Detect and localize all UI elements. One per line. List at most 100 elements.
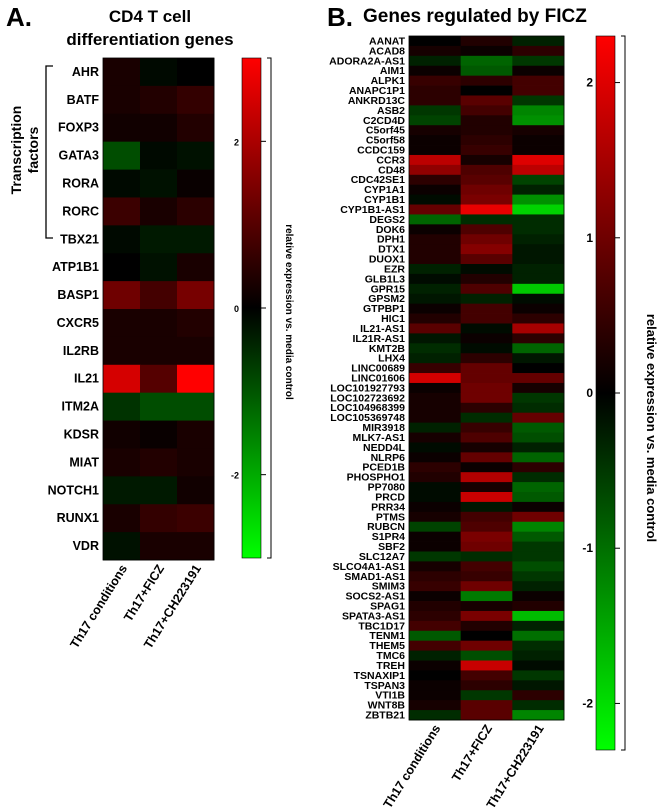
heatmap-cell [512, 710, 565, 721]
heatmap-cell [409, 273, 462, 285]
panel-a-letter: A. [6, 2, 32, 32]
heatmap-cell [409, 531, 462, 542]
heatmap-frame [408, 35, 565, 721]
row-label: CXCR5 [57, 316, 99, 330]
heatmap-cell [460, 670, 513, 681]
heatmap-cell [409, 422, 462, 433]
heatmap-cell [409, 234, 462, 245]
heatmap-cell [460, 492, 513, 503]
heatmap-cell [460, 204, 513, 215]
heatmap-cell [512, 462, 565, 473]
heatmap-cell [177, 336, 215, 366]
heatmap-cell [177, 309, 215, 338]
heatmap-cell [177, 58, 215, 87]
colorbar-tick-label: -2 [582, 696, 593, 710]
heatmap-cell [103, 253, 141, 282]
heatmap-cell [409, 452, 462, 463]
heatmap-cell [512, 293, 565, 305]
row-label: PRCD [375, 491, 405, 503]
heatmap-cell [103, 309, 141, 338]
row-label: SLC12A7 [359, 551, 405, 563]
heatmap-cell [140, 58, 178, 87]
heatmap-cell [460, 373, 513, 384]
row-label: RUBCN [367, 521, 405, 533]
row-label: ZBTB21 [365, 710, 405, 722]
colorbar-a-label: relative expression vs. media control [283, 224, 294, 400]
row-label: CYP1B1 [364, 194, 405, 206]
row-label: PRR34 [371, 501, 405, 513]
heatmap-cell [409, 680, 462, 691]
heatmap-cell [512, 561, 565, 572]
heatmap-cell [140, 392, 178, 421]
heatmap-cell [512, 204, 565, 215]
heatmap-cell [460, 620, 513, 632]
heatmap-cell [409, 224, 462, 235]
row-label: SPAG1 [370, 601, 405, 613]
heatmap-cell [512, 660, 565, 671]
heatmap-cell [140, 504, 178, 533]
row-label: BASP1 [57, 288, 99, 302]
heatmap-cell [512, 55, 565, 67]
heatmap-cell [512, 541, 565, 552]
heatmap-cell [409, 541, 462, 552]
heatmap-cell [460, 482, 513, 493]
heatmap-cell [409, 264, 462, 275]
row-label: NEDD4L [363, 442, 406, 454]
heatmap-cell [512, 333, 565, 344]
row-label: C5orf45 [366, 125, 405, 137]
heatmap-cell [460, 154, 513, 166]
heatmap-cell [512, 650, 565, 661]
heatmap-cell [512, 343, 565, 354]
heatmap-cell [460, 214, 513, 225]
heatmap-cell [512, 303, 565, 314]
heatmap-cell [460, 323, 513, 334]
row-label: CYP1B1-AS1 [340, 204, 405, 216]
heatmap-cell [512, 581, 565, 592]
heatmap-cell [512, 363, 565, 374]
heatmap-cell [512, 145, 565, 156]
heatmap-cell [103, 504, 141, 533]
row-label: DOK6 [376, 224, 405, 236]
heatmap-cell [512, 194, 565, 205]
transcription-factors-label: Transcription factors [8, 106, 41, 195]
row-label: FOXP3 [58, 121, 99, 135]
panel-b-title: Genes regulated by FICZ [363, 6, 587, 27]
heatmap-cell [103, 336, 141, 366]
column-label: Th17+FICZ [449, 722, 495, 784]
row-label: TENM1 [369, 630, 405, 642]
heatmap-cell [103, 448, 141, 477]
row-label: LOC105369748 [330, 412, 405, 424]
heatmap-cell [177, 141, 215, 170]
heatmap-b: AANATACAD8ADORA2A-AS1AIM1ALPK1ANAPC1P1AN… [329, 35, 626, 811]
heatmap-cell [512, 501, 565, 513]
heatmap-cell [460, 412, 513, 424]
heatmap-cell [460, 313, 513, 324]
heatmap-cell [177, 392, 215, 421]
panel-b-letter: B. [327, 2, 353, 32]
panel-a-title-line-2: differentiation genes [66, 30, 233, 49]
heatmap-cell [409, 571, 462, 582]
heatmap-cell [460, 174, 513, 186]
column-label: Th17 conditions [67, 562, 130, 651]
row-label: KMT2B [369, 343, 406, 355]
heatmap-cell [177, 532, 215, 561]
heatmap-cell [512, 273, 565, 285]
heatmap-cell [409, 353, 462, 364]
colorbar-tick-label: -2 [231, 471, 239, 481]
row-label: DUOX1 [369, 254, 405, 266]
row-label: S1PR4 [372, 531, 405, 543]
heatmap-cell [140, 253, 178, 282]
heatmap-cell [512, 690, 565, 701]
heatmap-cell [409, 561, 462, 572]
row-label: LOC104968399 [330, 402, 405, 414]
row-label: ANAPC1P1 [349, 85, 405, 97]
heatmap-cell [512, 392, 565, 404]
heatmap-cell [409, 125, 462, 136]
row-label: CCDC159 [357, 145, 405, 157]
heatmap-cell [177, 113, 215, 143]
heatmap-cell [140, 364, 178, 394]
row-label: GLB1L3 [365, 273, 405, 285]
row-label: PHOSPHO1 [347, 472, 406, 484]
row-label: IL21R-AS1 [352, 333, 405, 345]
heatmap-cell [460, 273, 513, 285]
